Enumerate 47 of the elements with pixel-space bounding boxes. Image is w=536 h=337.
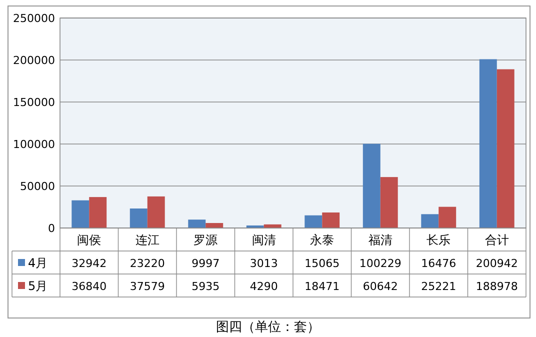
x-tick-label: 长乐: [426, 233, 451, 247]
x-tick-label: 闽侯: [77, 233, 102, 247]
data-label: 9997: [192, 257, 220, 270]
y-tick-label: 50000: [20, 180, 55, 193]
y-tick-label: 100000: [13, 138, 55, 151]
bar: [438, 206, 456, 228]
data-label: 32942: [72, 257, 107, 270]
x-tick-label: 罗源: [194, 233, 218, 247]
data-label: 37579: [130, 280, 165, 293]
data-label: 18471: [304, 280, 340, 293]
bar: [496, 69, 514, 228]
bar: [188, 220, 206, 228]
x-tick-label: 福清: [368, 233, 392, 247]
bar: [89, 197, 107, 228]
bar: [421, 214, 439, 228]
legend-label: 4月: [28, 256, 48, 270]
bar: [147, 196, 165, 228]
data-label: 4290: [250, 280, 278, 293]
bar: [479, 59, 497, 228]
bar: [322, 212, 340, 228]
data-label: 200942: [476, 257, 518, 270]
x-tick-label: 永泰: [310, 233, 334, 247]
data-label: 23220: [130, 257, 165, 270]
y-tick-label: 200000: [13, 54, 55, 67]
y-tick-label: 0: [48, 222, 55, 235]
data-label: 15065: [304, 257, 340, 270]
x-tick-label: 闽清: [252, 233, 276, 247]
data-label: 60642: [362, 280, 398, 293]
text: 图四（单位：套）: [216, 320, 320, 335]
bar: [304, 215, 322, 228]
bar: [72, 200, 90, 228]
data-label: 3013: [250, 257, 278, 270]
y-tick-label: 150000: [13, 96, 55, 109]
data-label: 188978: [476, 280, 518, 293]
bar: [206, 223, 224, 228]
data-label: 16476: [421, 257, 456, 270]
y-tick-label: 250000: [13, 12, 55, 25]
bar: [362, 144, 380, 228]
data-label: 25221: [421, 280, 456, 293]
data-label: 5935: [192, 280, 220, 293]
x-tick-label: 连江: [135, 233, 160, 247]
data-label: 100229: [359, 257, 402, 270]
bar: [130, 208, 148, 228]
legend-label: 5月: [28, 279, 48, 293]
x-tick-label: 合计: [484, 233, 509, 247]
bar: [380, 177, 398, 228]
data-label: 36840: [72, 280, 107, 293]
